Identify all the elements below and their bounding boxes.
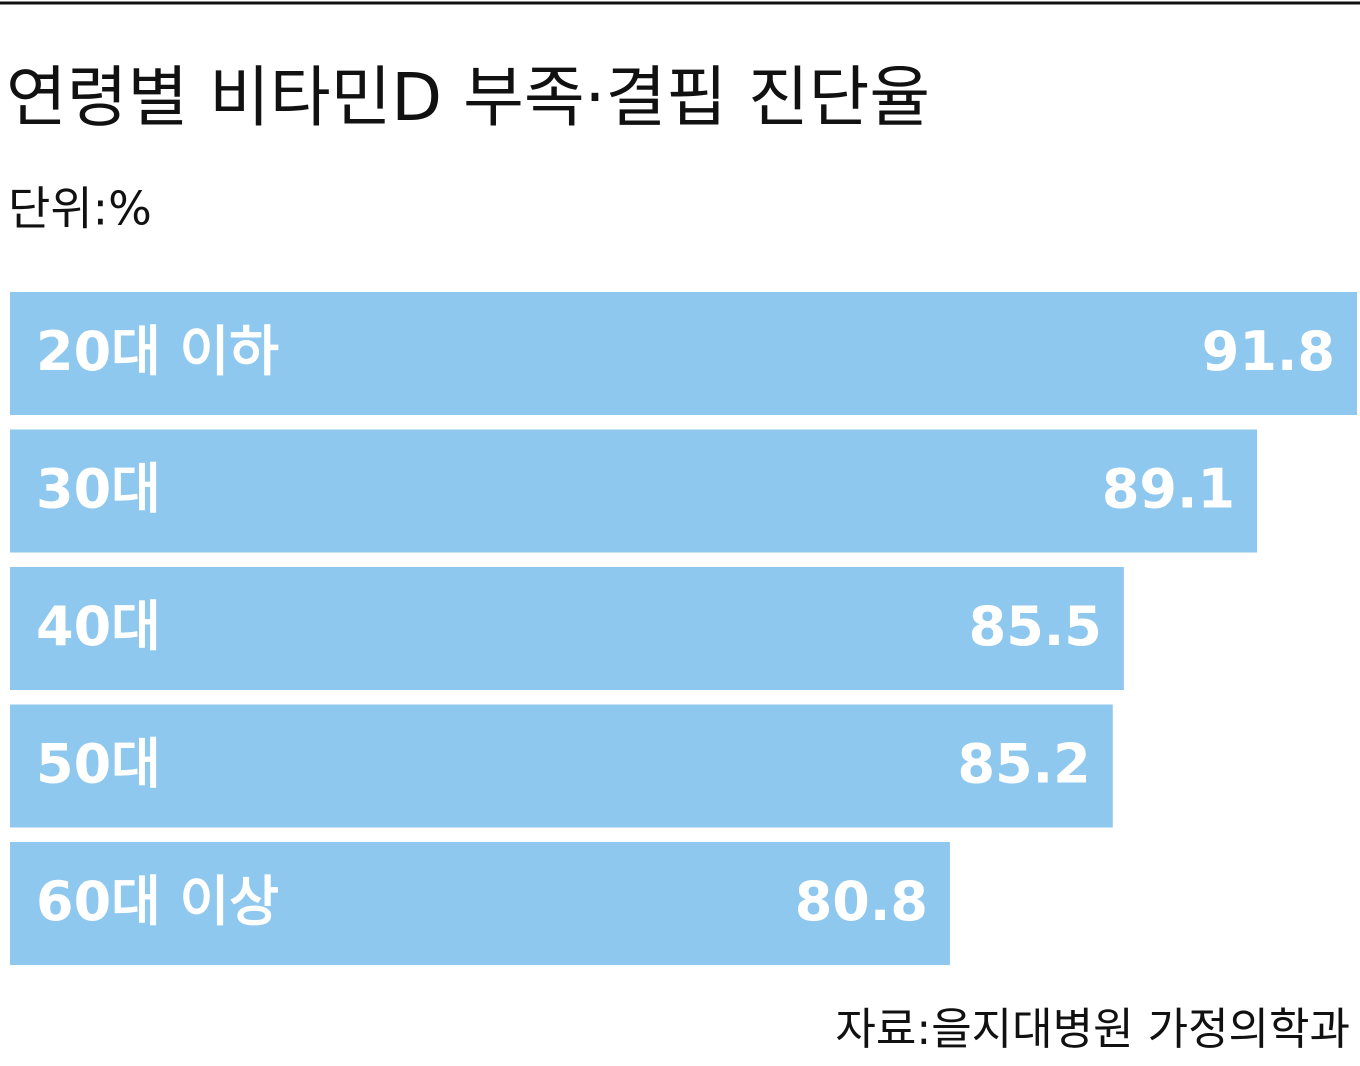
category-label: 20대 이하	[36, 320, 279, 383]
bar	[10, 704, 1113, 828]
category-label: 50대	[36, 733, 161, 796]
bar	[10, 292, 1357, 415]
category-label: 60대 이상	[36, 870, 279, 933]
value-label: 85.2	[958, 733, 1091, 796]
value-label: 80.8	[795, 870, 928, 933]
source: 자료:을지대병원 가정의학과	[835, 1004, 1350, 1055]
chart-title: 연령별 비타민D 부족·결핍 진단율	[6, 59, 930, 136]
bar	[10, 429, 1258, 553]
value-label: 91.8	[1202, 320, 1335, 383]
category-label: 30대	[36, 458, 161, 521]
category-label: 40대	[36, 595, 161, 658]
bar	[10, 567, 1124, 690]
value-label: 85.5	[969, 595, 1102, 658]
value-label: 89.1	[1102, 458, 1235, 521]
unit-label: 단위:%	[8, 182, 152, 236]
bar	[10, 842, 950, 965]
